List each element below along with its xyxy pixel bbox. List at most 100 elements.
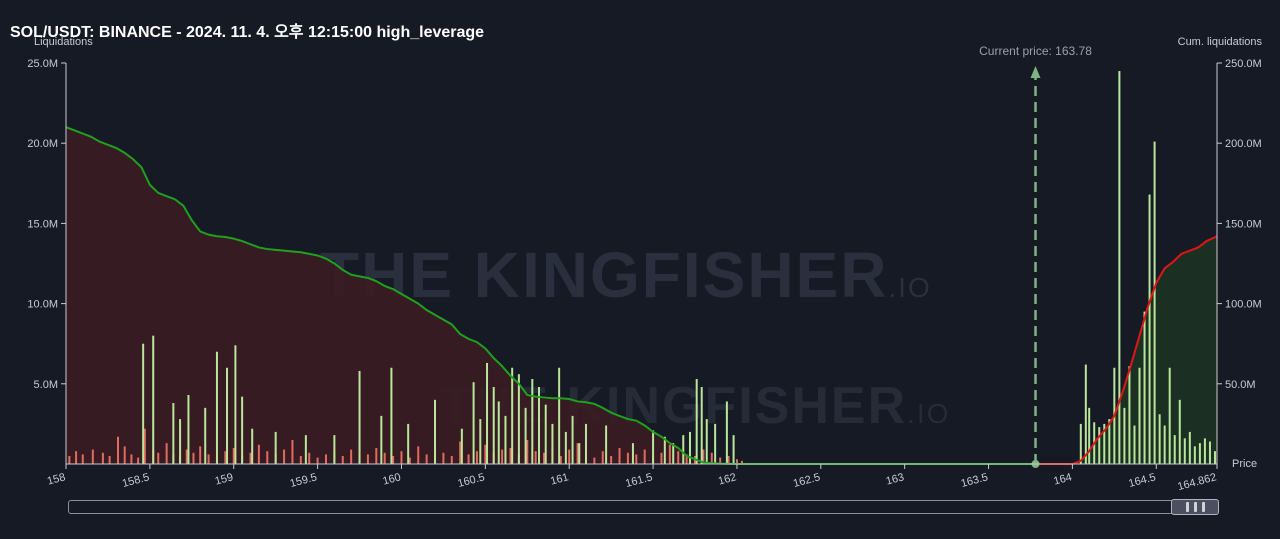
long-liquidation-bar: [672, 443, 675, 464]
slider-grip-icon: [1194, 502, 1197, 512]
long-liquidation-bar: [584, 423, 587, 464]
short-liquidation-bar: [192, 452, 195, 464]
short-liquidation-bar: [101, 452, 104, 464]
long-liquidation-bar: [663, 436, 666, 464]
long-liquidation-bar: [1163, 425, 1166, 464]
short-liquidation-bar: [341, 455, 344, 464]
zoom-slider[interactable]: [68, 499, 1219, 515]
long-liquidation-bar: [578, 443, 581, 464]
short-liquidation-bar: [232, 447, 235, 464]
short-liquidation-bar: [375, 447, 378, 464]
long-liquidation-bar: [1148, 194, 1151, 464]
y-tick-label: 20.0M: [27, 138, 58, 150]
x-tick-label: 158.5: [121, 471, 151, 490]
y2-tick-label: 100.0M: [1225, 299, 1262, 311]
long-liquidation-bar: [732, 435, 735, 464]
short-liquidation-bar: [123, 446, 126, 464]
x-tick-label: 164.862: [1176, 471, 1218, 493]
short-liquidation-bar: [425, 454, 428, 464]
short-liquidation-bar: [459, 441, 462, 464]
long-liquidation-bar: [544, 404, 547, 464]
long-liquidation-bar: [682, 435, 685, 464]
short-liquidation-bar: [668, 444, 671, 464]
long-liquidation-bar: [434, 399, 437, 464]
long-liquidation-bar: [1208, 441, 1211, 464]
long-liquidation-bar: [492, 387, 495, 464]
short-liquidation-bar: [626, 452, 629, 464]
long-liquidation-bar: [251, 428, 254, 464]
long-liquidation-bar: [333, 435, 336, 464]
long-liquidation-bar: [695, 378, 698, 464]
short-liquidation-bar: [660, 452, 663, 464]
long-liquidation-bar: [1133, 425, 1136, 464]
long-liquidation-bar: [1118, 71, 1121, 465]
long-liquidation-bar: [472, 382, 475, 464]
long-liquidation-bar: [215, 351, 218, 464]
short-cumulative-area: [66, 127, 1036, 464]
short-liquidation-bar: [224, 451, 227, 464]
long-liquidation-bar: [1108, 419, 1111, 464]
short-liquidation-bar: [677, 451, 680, 464]
x-tick-label: 162: [717, 471, 738, 487]
short-liquidation-bar: [81, 454, 84, 464]
short-liquidation-bar: [685, 454, 688, 464]
short-liquidation-bar: [350, 449, 353, 464]
long-liquidation-bar: [1158, 414, 1161, 464]
long-liquidation-bar: [1213, 451, 1216, 464]
short-liquidation-bar: [408, 457, 411, 464]
long-liquidation-bar: [564, 431, 567, 464]
long-liquidation-bar: [524, 407, 527, 464]
long-liquidation-bar: [358, 370, 361, 464]
short-liquidation-bar: [400, 451, 403, 464]
short-liquidation-bar: [291, 439, 294, 464]
long-liquidation-bar: [1203, 438, 1206, 464]
long-liquidation-bar: [172, 403, 175, 464]
short-liquidation-bar: [266, 451, 269, 464]
long-liquidation-bar: [1084, 364, 1087, 464]
short-liquidation-bar: [199, 446, 202, 464]
short-liquidation-bar: [740, 460, 743, 464]
long-liquidation-bar: [304, 435, 307, 464]
slider-grip-icon: [1202, 502, 1205, 512]
short-liquidation-bar: [643, 449, 646, 464]
y-tick-label: 5.0M: [34, 379, 58, 391]
short-liquidation-bar: [249, 452, 252, 464]
long-liquidation-bar: [531, 378, 534, 464]
x-tick-label: 163: [885, 471, 906, 487]
x-tick-label: 163.5: [960, 471, 990, 490]
short-liquidation-bar: [526, 439, 529, 464]
short-liquidation-bar: [710, 452, 713, 464]
long-liquidation-bar: [1193, 446, 1196, 464]
zoom-slider-handle[interactable]: [1171, 499, 1219, 515]
short-liquidation-bar: [91, 449, 94, 464]
x-tick-label: 161: [549, 471, 570, 487]
y-axis-label: Liquidations: [34, 36, 93, 48]
long-liquidation-bar: [1088, 407, 1091, 464]
long-liquidation-bar: [1079, 423, 1082, 464]
long-liquidation-bar: [705, 419, 708, 464]
short-liquidation-bar: [324, 454, 327, 464]
x-tick-label: 160: [381, 471, 402, 487]
long-liquidation-bar: [605, 425, 608, 464]
short-liquidation-bar: [417, 446, 420, 464]
short-liquidation-bar: [392, 455, 395, 464]
short-liquidation-bar: [467, 454, 470, 464]
x-tick-label: 160.5: [456, 471, 486, 490]
long-liquidation-bar: [479, 419, 482, 464]
current-price-label: Current price: 163.78: [979, 44, 1092, 58]
long-liquidation-bar: [1198, 443, 1201, 464]
long-cumulative-line: [1035, 235, 1218, 465]
short-liquidation-bar: [157, 452, 160, 464]
long-liquidation-bar: [407, 423, 410, 464]
short-liquidation-bar: [143, 428, 146, 464]
short-liquidation-bar: [635, 454, 638, 464]
short-liquidation-bar: [308, 452, 311, 464]
short-liquidation-bar: [475, 451, 478, 464]
short-liquidation-bar: [702, 449, 705, 464]
y-tick-label: 25.0M: [27, 58, 58, 70]
x-tick-label: 164.5: [1127, 471, 1157, 490]
short-liquidation-bar: [559, 455, 562, 464]
x-tick-label: 161.5: [624, 471, 654, 490]
short-liquidation-bar: [185, 449, 188, 464]
long-liquidation-bar: [204, 407, 207, 464]
